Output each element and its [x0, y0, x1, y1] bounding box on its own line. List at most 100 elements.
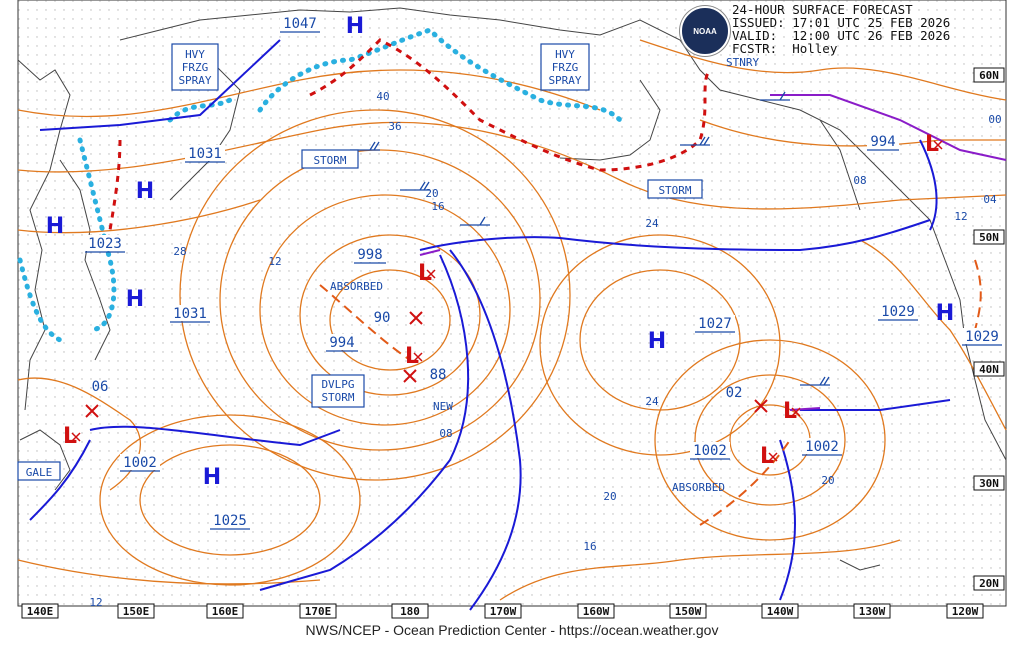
high-symbol: H [46, 214, 64, 239]
pressure-value: 1002 [805, 439, 839, 455]
high-pressure-center: H 1047 [280, 14, 364, 39]
pressure-value-bg [962, 328, 1002, 344]
svg-text:DVLPG: DVLPG [321, 378, 354, 391]
svg-text:160W: 160W [583, 605, 610, 618]
pressure-value: 1031 [188, 146, 222, 162]
svg-text:130W: 130W [859, 605, 886, 618]
pressure-value-bg [354, 246, 386, 262]
freezing-spray-area [108, 38, 712, 231]
lon-label: 180 [391, 603, 429, 619]
svg-text:FRZG: FRZG [552, 61, 579, 74]
pressure-value: 994 [329, 335, 354, 351]
high-pressure-center: H 1031 [126, 287, 210, 323]
isobar-label: 12 [268, 255, 281, 268]
latitude-labels: 60N 50N 40N 30N 20N [973, 67, 1005, 591]
svg-text:STORM: STORM [658, 184, 691, 197]
lon-label: 140E [21, 603, 59, 619]
pressure-value: 1025 [213, 513, 247, 529]
svg-text:28: 28 [173, 245, 186, 258]
svg-text:40: 40 [376, 90, 389, 103]
svg-text:40N: 40N [979, 363, 999, 376]
svg-text:20: 20 [603, 490, 616, 503]
svg-text:SPRAY: SPRAY [178, 74, 211, 87]
pressure-value-bg [120, 454, 160, 470]
troughs [319, 259, 982, 526]
lat-label: 20N [973, 575, 1005, 591]
isobar-label: 06 [92, 379, 109, 395]
lat-label: 50N [973, 229, 1005, 245]
isobar-label: 12 [954, 210, 967, 223]
gale-box: GALE [17, 461, 61, 481]
svg-text:04: 04 [983, 193, 997, 206]
credit-line: NWS/NCEP - Ocean Prediction Center - htt… [305, 622, 719, 638]
lon-label: 150W [669, 603, 707, 619]
isobar-label: 40 [376, 90, 389, 103]
pressure-value-bg [280, 15, 320, 31]
header-issued: ISSUED: 17:01 UTC 25 FEB 2026 [732, 15, 951, 30]
pressure-value-bg [802, 438, 842, 454]
svg-text:12: 12 [89, 596, 102, 609]
svg-text:24: 24 [645, 217, 659, 230]
isobar-label: 24 [645, 395, 659, 408]
svg-text:140E: 140E [27, 605, 54, 618]
absorbed-label-2: ABSORBED [672, 481, 725, 494]
low-symbol: L [405, 344, 419, 369]
isobar-value-labels: 4036281220169088082420160206122420080400… [89, 90, 1001, 609]
pressure-value-bg [85, 235, 125, 251]
svg-text:170W: 170W [490, 605, 517, 618]
low-center-x [71, 432, 81, 442]
lat-label: 30N [973, 475, 1005, 491]
svg-text:150E: 150E [123, 605, 150, 618]
ice-edge [17, 27, 623, 343]
svg-text:150W: 150W [675, 605, 702, 618]
pressure-value: 1002 [123, 455, 157, 471]
high-pressure-center: H 1031 [136, 145, 225, 204]
svg-text:12: 12 [268, 255, 281, 268]
svg-text:20N: 20N [979, 577, 999, 590]
high-pressure-center: H 1029 [936, 301, 1002, 346]
high-pressure-center: H 1027 [648, 315, 735, 354]
high-pressure-center: H 1023 [46, 214, 125, 253]
past-position-markers [85, 311, 768, 418]
high-symbol: H [936, 301, 954, 326]
low-center-x [426, 269, 436, 279]
isobar-label: 28 [173, 245, 186, 258]
isobar-label: 04 [983, 193, 997, 206]
absorbed-label-1: ABSORBED [330, 280, 383, 293]
svg-text:FRZG: FRZG [182, 61, 209, 74]
isobar-label: 16 [431, 200, 444, 213]
pressure-value-bg [326, 334, 358, 350]
high-pressure-center: H 1025 [203, 465, 250, 530]
svg-text:20: 20 [821, 474, 834, 487]
svg-text:02: 02 [726, 385, 743, 401]
pressure-value: 1023 [88, 236, 122, 252]
noaa-logo-text: NOAA [693, 26, 717, 36]
pressure-value-bg [210, 512, 250, 528]
low-pressure-center: L 994 [867, 132, 943, 157]
pressure-value-bg [185, 145, 225, 161]
svg-text:50N: 50N [979, 231, 999, 244]
svg-text:140W: 140W [767, 605, 794, 618]
svg-text:00: 00 [988, 113, 1001, 126]
isobar-label: 24 [645, 217, 659, 230]
low-symbol: L [783, 399, 797, 424]
svg-text:08: 08 [853, 174, 866, 187]
isobar-label: 08 [439, 427, 452, 440]
lon-label: 170E [299, 603, 337, 619]
pressure-value: 1027 [698, 316, 732, 332]
isobar-label: 02 [726, 385, 743, 401]
svg-text:160E: 160E [212, 605, 239, 618]
low-pressure-center: L 1002 [690, 442, 778, 469]
svg-text:08: 08 [439, 427, 452, 440]
pressure-value-bg [695, 315, 735, 331]
pressure-value: 994 [870, 134, 895, 150]
isobar-label: 00 [988, 113, 1001, 126]
isobar-label: 88 [430, 367, 447, 383]
svg-text:STORM: STORM [321, 391, 354, 404]
low-symbol: L [760, 444, 774, 469]
lon-label: 150E [117, 603, 155, 619]
svg-text:180: 180 [400, 605, 420, 618]
pressure-value: 1002 [693, 443, 727, 459]
